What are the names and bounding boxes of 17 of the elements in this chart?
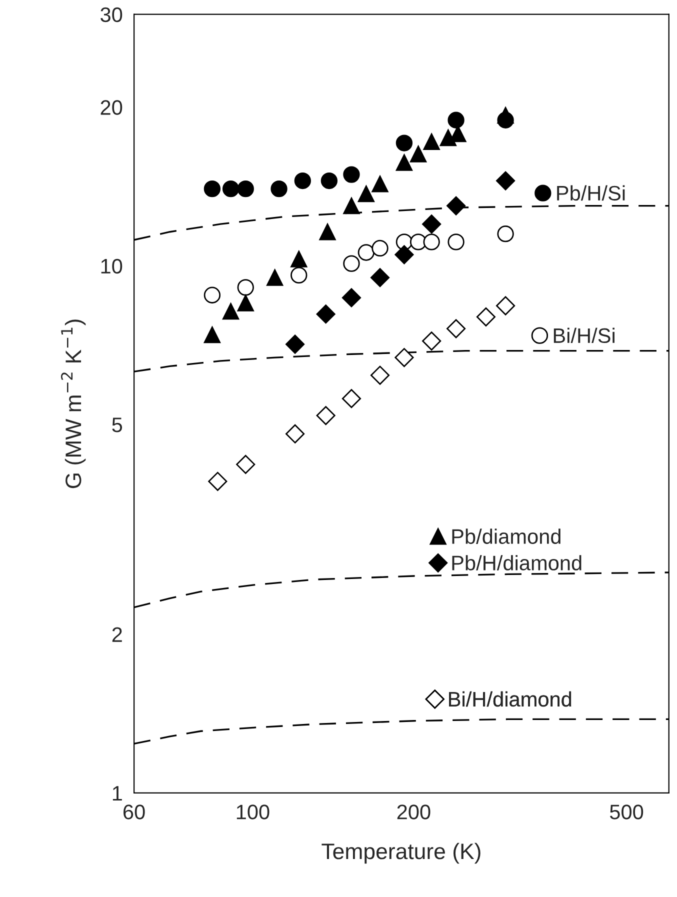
legend-label: Pb/H/diamond	[452, 555, 582, 570]
y-tick-label: 10	[101, 258, 122, 274]
y-axis-title: G (MW m$^{−2}$ K$^{−1}$)	[60, 320, 86, 488]
y-tick-label: 2	[112, 627, 122, 642]
x-tick-label: 60	[124, 804, 145, 820]
y-tick-label: 1	[112, 786, 122, 800]
x-tick-label: 200	[397, 804, 430, 820]
y-tick-label: 5	[112, 418, 122, 432]
y-tick-label: 20	[100, 100, 122, 115]
legend-label: Pb/diamond	[452, 528, 560, 544]
y-tick-label: 30	[100, 7, 122, 22]
legend-label: Bi/H/diamond	[449, 691, 572, 707]
legend-label: Bi/H/Si	[554, 328, 614, 344]
x-tick-label: 100	[236, 804, 270, 820]
x-axis-title: Temperature (K)	[322, 842, 480, 864]
legend-label: Pb/H/Si	[557, 185, 625, 201]
x-tick-label: 500	[610, 804, 644, 820]
